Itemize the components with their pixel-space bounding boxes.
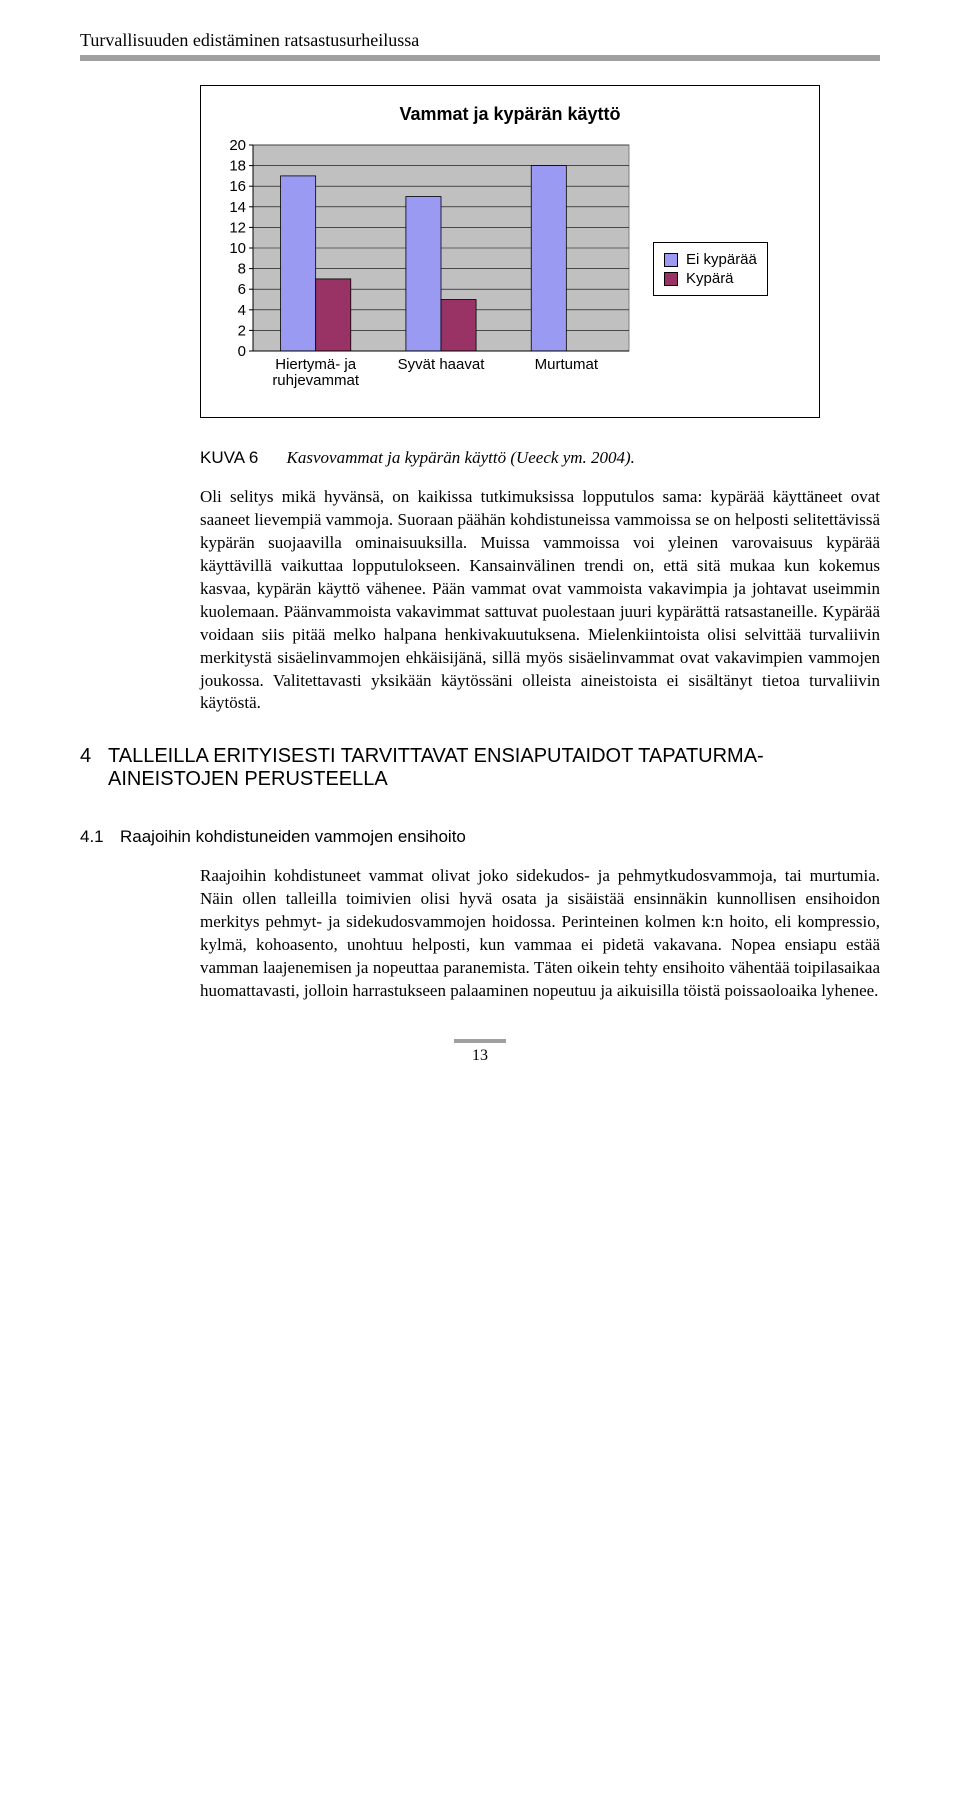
legend-swatch — [664, 272, 678, 286]
subsection-number: 4.1 — [80, 827, 120, 847]
svg-text:14: 14 — [229, 199, 246, 216]
svg-text:2: 2 — [238, 322, 246, 339]
running-header: Turvallisuuden edistäminen ratsastusurhe… — [80, 30, 880, 51]
svg-text:6: 6 — [238, 281, 246, 298]
svg-text:0: 0 — [238, 343, 246, 360]
body-paragraph: Raajoihin kohdistuneet vammat olivat jok… — [200, 865, 880, 1003]
chart-legend: Ei kypärää Kypärä — [653, 242, 768, 296]
svg-text:16: 16 — [229, 178, 246, 195]
svg-text:Murtumat: Murtumat — [535, 356, 599, 373]
subsection-title: Raajoihin kohdistuneiden vammojen ensiho… — [120, 827, 880, 847]
bar-chart: 0 2 4 6 8 10 12 14 16 18 20 Hiertymä- jaruhjevammat… — [215, 139, 635, 399]
legend-label: Ei kypärää — [686, 251, 757, 268]
section-number: 4 — [80, 745, 108, 791]
figure-caption: KUVA 6 Kasvovammat ja kypärän käyttö (Ue… — [200, 448, 880, 468]
legend-item: Kypärä — [664, 270, 757, 287]
caption-text: Kasvovammat ja kypärän käyttö (Ueeck ym.… — [287, 448, 635, 467]
caption-label: KUVA 6 — [200, 448, 258, 467]
chart-title: Vammat ja kypärän käyttö — [215, 104, 805, 125]
subsection-heading: 4.1 Raajoihin kohdistuneiden vammojen en… — [80, 827, 880, 847]
svg-text:ruhjevammat: ruhjevammat — [272, 372, 360, 389]
body-paragraph: Oli selitys mikä hyvänsä, on kaikissa tu… — [200, 486, 880, 715]
svg-text:Hiertymä- ja: Hiertymä- ja — [275, 356, 357, 373]
legend-item: Ei kypärää — [664, 251, 757, 268]
legend-label: Kypärä — [686, 270, 734, 287]
page-number: 13 — [80, 1039, 880, 1065]
section-heading: 4 TALLEILLA ERITYISESTI TARVITTAVAT ENSI… — [80, 745, 880, 791]
chart-container: Vammat ja kypärän käyttö 0 2 4 6 8 10 12 14 16 18… — [200, 85, 820, 418]
legend-swatch — [664, 253, 678, 267]
svg-text:4: 4 — [238, 302, 246, 319]
section-title: TALLEILLA ERITYISESTI TARVITTAVAT ENSIAP… — [108, 745, 880, 791]
svg-text:Syvät haavat: Syvät haavat — [398, 356, 486, 373]
svg-text:12: 12 — [229, 219, 246, 236]
header-rule — [80, 55, 880, 61]
svg-text:18: 18 — [229, 158, 246, 175]
svg-text:20: 20 — [229, 139, 246, 154]
svg-text:10: 10 — [229, 240, 246, 257]
svg-text:8: 8 — [238, 261, 246, 278]
